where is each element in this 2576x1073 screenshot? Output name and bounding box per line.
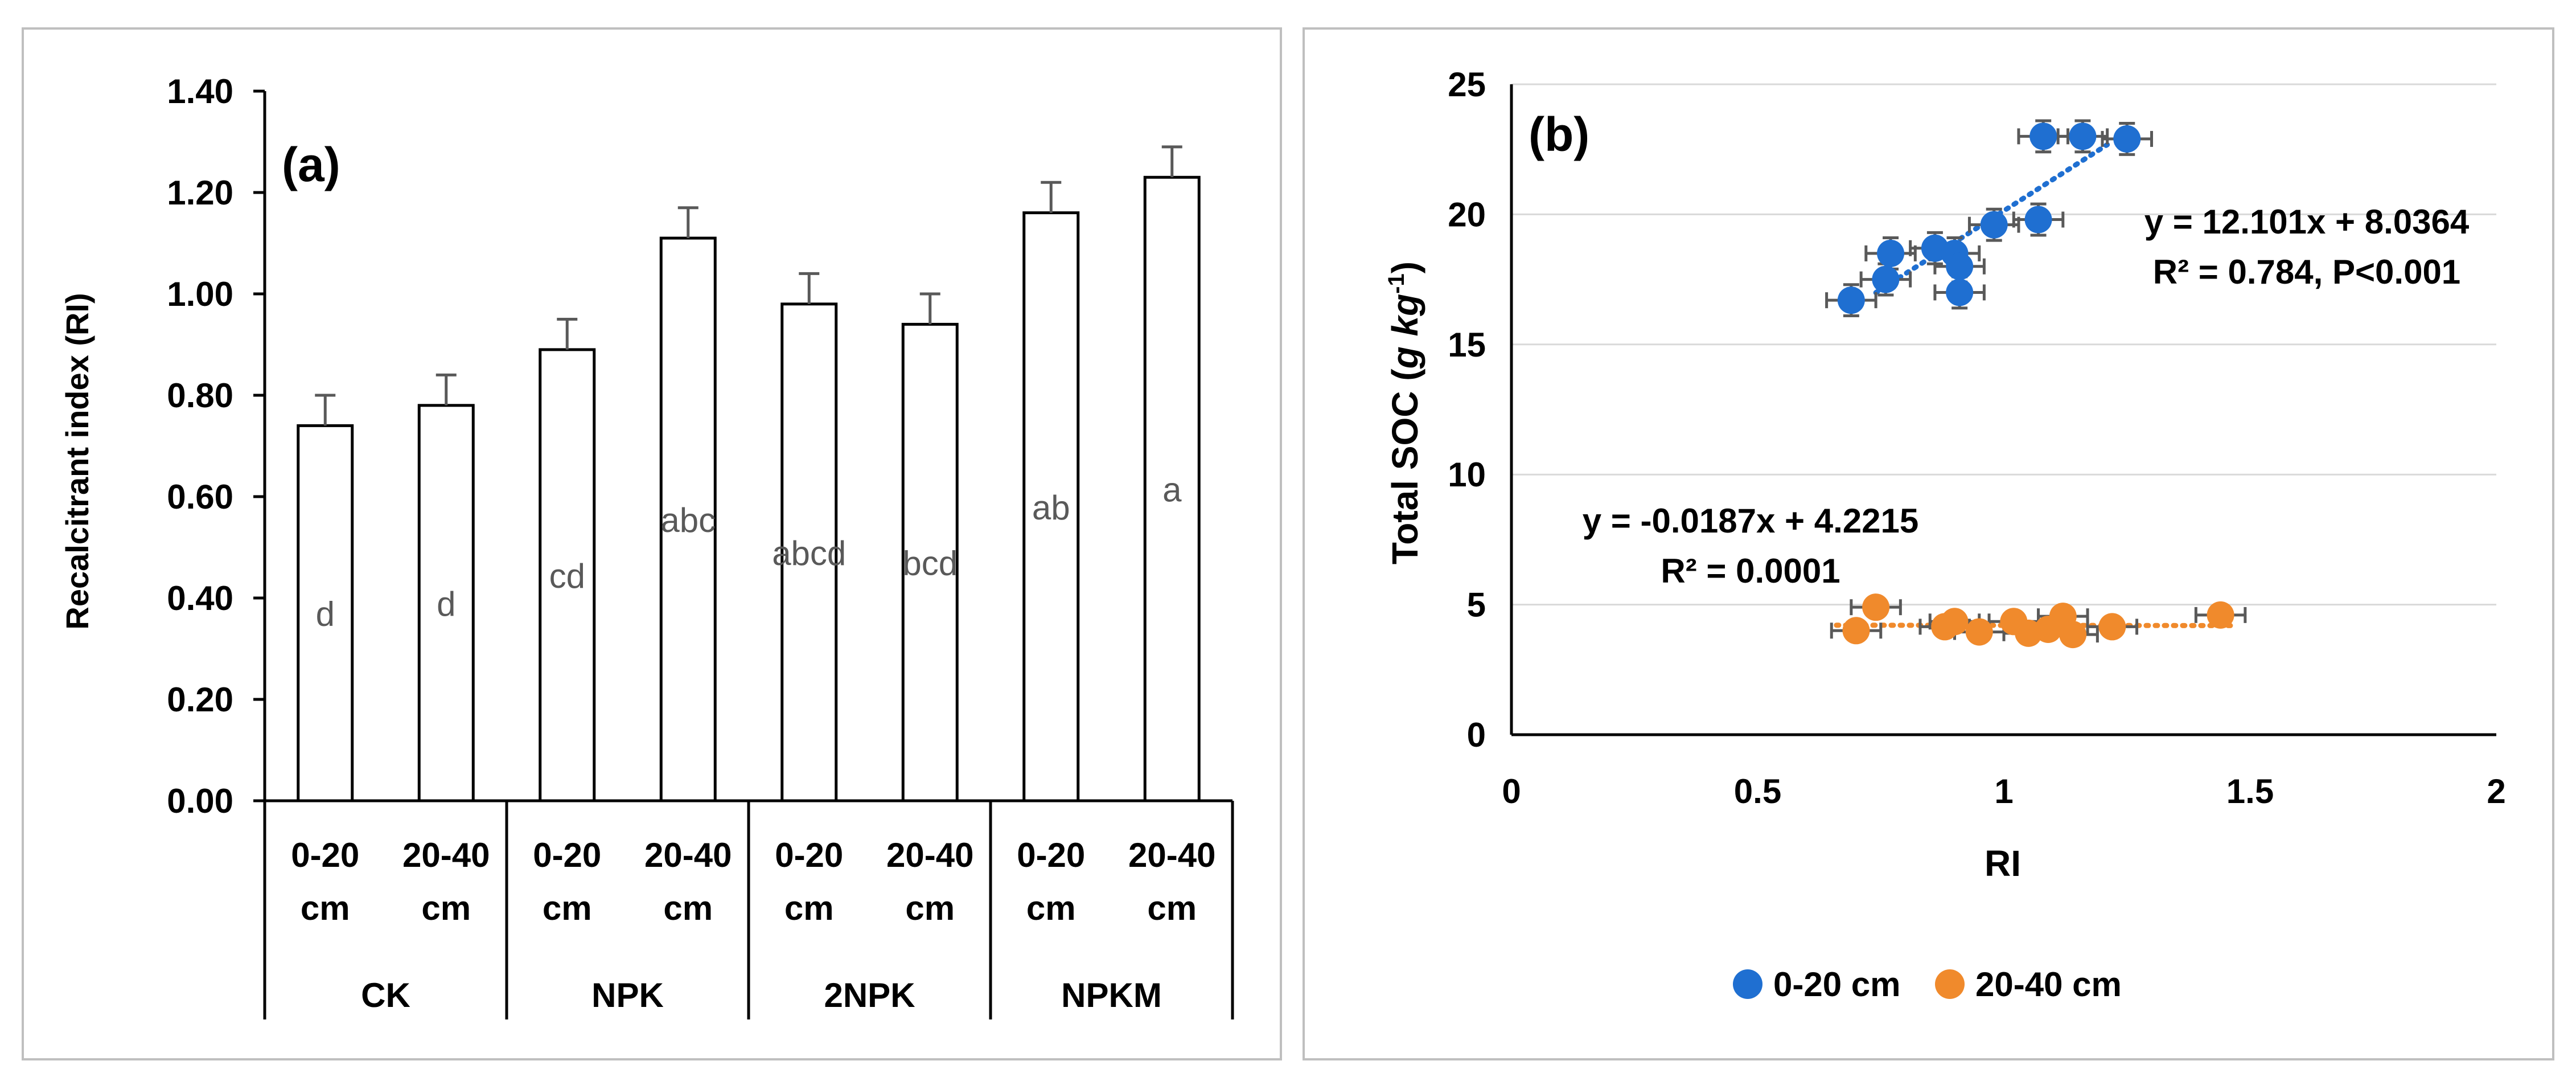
bar <box>417 404 475 802</box>
depth-label-line1: 20-40 <box>644 836 732 874</box>
depth-label-line2: cm <box>421 889 471 927</box>
data-point <box>1862 593 1890 621</box>
y-axis-title-b-close: ) <box>1384 261 1425 273</box>
depth-label-line1: 20-40 <box>886 836 973 874</box>
significance-letter: a <box>1162 471 1182 509</box>
y-axis-title-b-unit: g kg <box>1384 294 1425 370</box>
data-point <box>2207 601 2234 629</box>
group-label: NPK <box>591 976 664 1014</box>
data-point <box>2098 613 2126 641</box>
data-point <box>1946 252 1974 280</box>
group-label: NPKM <box>1061 976 1162 1014</box>
y-tick-label-a: 1.20 <box>167 174 233 212</box>
panel-b: Total SOC (g kg-1) (b) RI 0 5 10 15 20 25 0 0.5… <box>1384 65 2506 1004</box>
x-tick-label-b: 1 <box>1994 772 2013 810</box>
y-tick-label-a: 0.00 <box>167 782 233 820</box>
legend-marker <box>1935 969 1965 999</box>
legend: 0-20 cm 20-40 cm <box>1733 965 2122 1004</box>
depth-label-line1: 0-20 <box>1017 836 1085 874</box>
panel-a: Recalcitrant index (RI) (a) 0.00 0.20 0.40… <box>59 72 1234 1019</box>
y-tick-label-b: 25 <box>1448 65 1486 104</box>
data-point <box>1877 239 1905 267</box>
bar <box>901 322 959 802</box>
data-point <box>2059 621 2087 649</box>
panel-b-frame <box>1303 27 2554 1060</box>
bar <box>1143 175 1201 802</box>
y-axis-title-a: Recalcitrant index (RI) <box>59 293 95 629</box>
x-tick-label-b: 2 <box>2487 772 2505 810</box>
group-label: CK <box>361 976 410 1014</box>
bar <box>659 236 717 802</box>
panel-b-label: (b) <box>1529 108 1589 161</box>
y-tick-label-b: 0 <box>1467 716 1486 754</box>
data-point <box>1980 211 2008 239</box>
equation-20-40: y = -0.0187x + 4.2215 <box>1583 502 1919 540</box>
y-tick-label-a: 0.20 <box>167 681 233 719</box>
significance-letter: bcd <box>902 544 958 583</box>
y-tick-label-a: 0.60 <box>167 478 233 516</box>
equation-0-20: y = 12.101x + 8.0364 <box>2144 203 2470 241</box>
y-tick-label-b: 15 <box>1448 326 1486 364</box>
data-point <box>1837 286 1865 314</box>
depth-label-line2: cm <box>1026 889 1076 927</box>
y-tick-label-a: 1.40 <box>167 72 233 110</box>
data-point <box>2029 122 2057 150</box>
depth-label-line2: cm <box>301 889 350 927</box>
depth-label-line1: 20-40 <box>1128 836 1215 874</box>
y-tick-label-a: 0.40 <box>167 579 233 617</box>
y-tick-label-a: 1.00 <box>167 275 233 313</box>
x-axis-title-b: RI <box>1985 843 2021 884</box>
significance-letter: d <box>316 595 335 633</box>
bar <box>297 424 354 802</box>
depth-label-line2: cm <box>784 889 834 927</box>
legend-label: 20-40 cm <box>1975 965 2122 1004</box>
depth-label-line2: cm <box>663 889 713 927</box>
legend-label: 0-20 cm <box>1773 965 1900 1004</box>
r2-0-20: R² = 0.784, P<0.001 <box>2153 253 2460 291</box>
significance-letter: abc <box>660 501 716 539</box>
y-axis-title-b-sup: -1 <box>1384 273 1409 294</box>
data-point <box>1842 617 1870 645</box>
depth-label-line1: 0-20 <box>775 836 843 874</box>
depth-label-line1: 0-20 <box>533 836 601 874</box>
data-point <box>1965 618 1993 646</box>
depth-label-line1: 0-20 <box>291 836 359 874</box>
significance-letter: abcd <box>772 534 846 572</box>
y-tick-label-b: 5 <box>1467 586 1486 624</box>
y-axis-title-b: Total SOC (g kg-1) <box>1384 261 1425 564</box>
data-point <box>1941 608 1969 636</box>
depth-label-line2: cm <box>905 889 955 927</box>
x-tick-label-b: 0.5 <box>1734 772 1781 810</box>
data-point <box>2024 206 2052 234</box>
r2-20-40: R² = 0.0001 <box>1661 552 1840 590</box>
depth-label-line2: cm <box>543 889 592 927</box>
significance-letter: ab <box>1032 489 1070 527</box>
y-axis-title-b-main: Total SOC ( <box>1384 368 1425 564</box>
y-tick-label-a: 0.80 <box>167 376 233 415</box>
bar <box>1022 211 1080 802</box>
y-tick-label-b: 20 <box>1448 195 1486 234</box>
y-tick-label-b: 10 <box>1448 456 1486 494</box>
significance-letter: cd <box>549 557 585 595</box>
bar <box>780 302 838 802</box>
group-label: 2NPK <box>824 976 915 1014</box>
depth-label-line1: 20-40 <box>402 836 490 874</box>
x-tick-label-b: 1.5 <box>2226 772 2274 810</box>
depth-label-line2: cm <box>1147 889 1197 927</box>
panel-a-label: (a) <box>282 138 340 191</box>
legend-marker <box>1733 969 1762 999</box>
x-tick-label-b: 0 <box>1502 772 1521 810</box>
data-point <box>1946 279 1974 306</box>
data-point <box>2069 122 2097 150</box>
data-point <box>2113 125 2141 153</box>
data-point <box>1872 265 1900 293</box>
bar <box>539 348 596 802</box>
significance-letter: d <box>437 585 455 623</box>
